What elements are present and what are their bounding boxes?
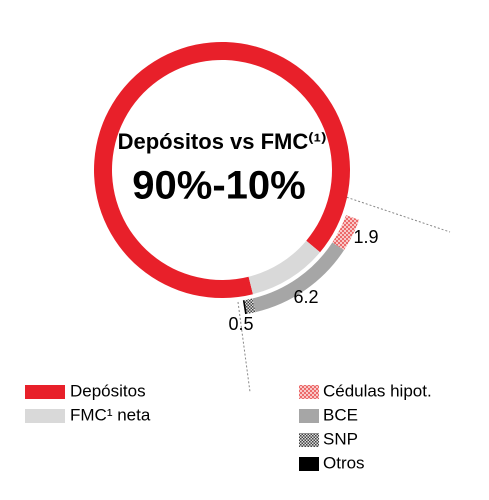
legend-swatch	[299, 409, 319, 423]
value-label: 6.2	[293, 287, 318, 307]
legend-label: Cédulas hipot.	[323, 381, 432, 400]
value-label: 1.9	[353, 227, 378, 247]
legend-swatch	[25, 385, 65, 399]
legend-swatch	[25, 409, 65, 423]
legend-label: SNP	[323, 429, 358, 448]
legend-swatch	[299, 385, 319, 399]
legend-swatch	[299, 433, 319, 447]
chart-title: Depósitos vs FMC⁽¹⁾	[118, 129, 327, 154]
breakdown-segment	[242, 300, 247, 315]
donut-segment	[248, 240, 321, 295]
legend-label: Depósitos	[70, 381, 146, 400]
center-label: 90%-10%	[132, 164, 305, 208]
breakdown-segment	[252, 242, 345, 313]
breakdown-segment	[332, 215, 360, 251]
leader-line	[342, 195, 451, 233]
value-label: 0.5	[228, 314, 253, 334]
breakdown-segment	[244, 298, 256, 314]
legend-swatch	[299, 457, 319, 471]
legend-label: BCE	[323, 405, 358, 424]
legend-label: Otros	[323, 453, 365, 472]
legend-label: FMC¹ neta	[70, 405, 151, 424]
leader-line	[237, 301, 251, 393]
